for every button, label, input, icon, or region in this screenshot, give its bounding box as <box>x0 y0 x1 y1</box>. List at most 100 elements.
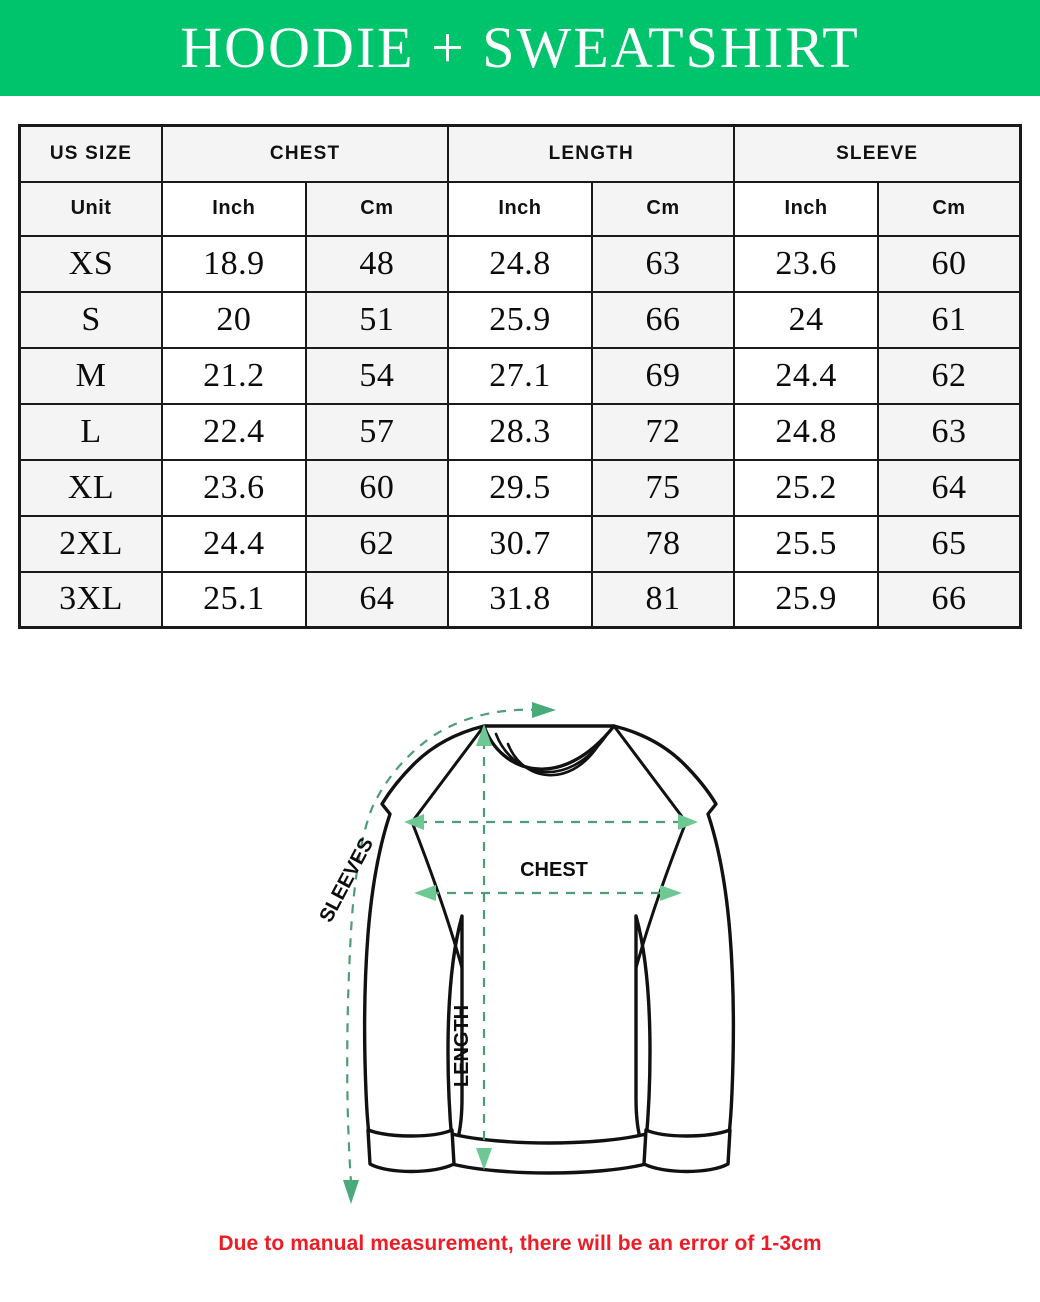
size-table-container: US SIZE CHEST LENGTH SLEEVE Unit Inch Cm… <box>18 124 1022 629</box>
measurement-cell: 62 <box>876 346 1022 405</box>
size-cell: M <box>18 346 164 405</box>
measurement-cell: 72 <box>590 402 736 461</box>
column-header-length: LENGTH <box>447 124 736 183</box>
unit-header-sleeve-inch: Inch <box>733 180 879 237</box>
unit-header-chest-cm: Cm <box>304 180 450 237</box>
measurement-cell: 63 <box>590 234 736 293</box>
sweatshirt-illustration: CHEST LENGTH SLEEVES <box>315 702 736 1204</box>
garment-body-path <box>362 724 736 1166</box>
size-cell: L <box>18 402 164 461</box>
table-row: L 22.4 57 28.3 72 24.8 63 <box>18 402 1022 461</box>
table-row: XS 18.9 48 24.8 63 23.6 60 <box>18 234 1022 293</box>
measurement-cell: 21.2 <box>161 346 307 405</box>
sleeve-guide-line <box>346 708 541 1183</box>
sleeve-arrow-bottom <box>343 1180 359 1204</box>
right-shoulder-seam <box>612 724 688 824</box>
measurement-cell: 24 <box>733 290 879 349</box>
size-cell: S <box>18 290 164 349</box>
measurement-cell: 57 <box>304 402 450 461</box>
size-cell: XL <box>18 458 164 517</box>
measurement-cell: 30.7 <box>447 514 593 573</box>
measurement-cell: 29.5 <box>447 458 593 517</box>
measurement-cell: 66 <box>876 570 1022 629</box>
shoulder-arrow-left <box>404 814 424 830</box>
collar-rib-1 <box>494 732 608 774</box>
unit-header-row: Unit Inch Cm Inch Cm Inch Cm <box>18 180 1022 237</box>
size-table: US SIZE CHEST LENGTH SLEEVE Unit Inch Cm… <box>18 124 1022 629</box>
column-header-us-size: US SIZE <box>18 124 164 183</box>
measurement-cell: 22.4 <box>161 402 307 461</box>
measurement-cell: 25.9 <box>447 290 593 349</box>
sleeve-arrow-top <box>532 702 556 718</box>
measurement-cell: 25.5 <box>733 514 879 573</box>
unit-header-length-cm: Cm <box>590 180 736 237</box>
measurement-cell: 61 <box>876 290 1022 349</box>
measurement-cell: 25.2 <box>733 458 879 517</box>
measurement-cell: 28.3 <box>447 402 593 461</box>
column-header-sleeve: SLEEVE <box>733 124 1022 183</box>
size-cell: XS <box>18 234 164 293</box>
length-arrow-bottom <box>476 1148 492 1170</box>
measurement-cell: 62 <box>304 514 450 573</box>
measurement-cell: 23.6 <box>733 234 879 293</box>
page-title: HOODIE + SWEATSHIRT <box>180 15 860 80</box>
table-row: M 21.2 54 27.1 69 24.4 62 <box>18 346 1022 405</box>
measurement-guides <box>404 724 698 1170</box>
measurement-cell: 23.6 <box>161 458 307 517</box>
sweatshirt-outline <box>362 724 736 1175</box>
header-banner: HOODIE + SWEATSHIRT <box>0 0 1040 96</box>
shoulder-arrow-right <box>678 814 698 830</box>
chest-label: CHEST <box>520 859 588 881</box>
measurement-cell: 51 <box>304 290 450 349</box>
size-cell: 2XL <box>18 514 164 573</box>
measurement-cell: 75 <box>590 458 736 517</box>
measurement-cell: 25.1 <box>161 570 307 629</box>
table-row: 2XL 24.4 62 30.7 78 25.5 65 <box>18 514 1022 573</box>
size-table-body: XS 18.9 48 24.8 63 23.6 60 S 20 51 25.9 66 24 61 M 21.2… <box>18 234 1022 629</box>
left-shoulder-seam <box>410 724 486 824</box>
length-arrow-top <box>476 724 492 746</box>
table-row: 3XL 25.1 64 31.8 81 25.9 66 <box>18 570 1022 629</box>
measurement-disclaimer: Due to manual measurement, there will be… <box>218 1232 822 1255</box>
unit-header-unit: Unit <box>18 180 164 237</box>
garment-diagram: CHEST LENGTH SLEEVES <box>0 668 1040 1228</box>
measurement-cell: 24.4 <box>733 346 879 405</box>
measurement-cell: 65 <box>876 514 1022 573</box>
measurement-cell: 63 <box>876 402 1022 461</box>
measurement-cell: 31.8 <box>447 570 593 629</box>
collar-outer <box>482 724 616 771</box>
measurement-cell: 20 <box>161 290 307 349</box>
measurement-cell: 27.1 <box>447 346 593 405</box>
measurement-cell: 25.9 <box>733 570 879 629</box>
measurement-cell: 81 <box>590 570 736 629</box>
table-row: S 20 51 25.9 66 24 61 <box>18 290 1022 349</box>
left-cuff <box>366 1128 456 1174</box>
sleeve-guide-group <box>343 702 556 1204</box>
measurement-cell: 64 <box>304 570 450 629</box>
measurement-cell: 54 <box>304 346 450 405</box>
measurement-cell: 24.4 <box>161 514 307 573</box>
measurement-cell: 24.8 <box>733 402 879 461</box>
size-cell: 3XL <box>18 570 164 629</box>
measurement-cell: 24.8 <box>447 234 593 293</box>
measurement-cell: 60 <box>304 458 450 517</box>
collar-rib-2 <box>506 742 600 777</box>
measurement-cell: 18.9 <box>161 234 307 293</box>
measurement-cell: 64 <box>876 458 1022 517</box>
chest-arrow-left <box>414 885 436 901</box>
measurement-cell: 69 <box>590 346 736 405</box>
measurement-cell: 60 <box>876 234 1022 293</box>
chest-arrow-right <box>660 885 682 901</box>
unit-header-sleeve-cm: Cm <box>876 180 1022 237</box>
size-table-head: US SIZE CHEST LENGTH SLEEVE Unit Inch Cm… <box>18 124 1022 237</box>
measurement-cell: 78 <box>590 514 736 573</box>
length-label: LENGTH <box>451 1005 473 1087</box>
measurement-cell: 66 <box>590 290 736 349</box>
column-header-chest: CHEST <box>161 124 450 183</box>
table-row: XL 23.6 60 29.5 75 25.2 64 <box>18 458 1022 517</box>
unit-header-chest-inch: Inch <box>161 180 307 237</box>
group-header-row: US SIZE CHEST LENGTH SLEEVE <box>18 124 1022 183</box>
right-cuff <box>642 1128 732 1174</box>
measurement-cell: 48 <box>304 234 450 293</box>
